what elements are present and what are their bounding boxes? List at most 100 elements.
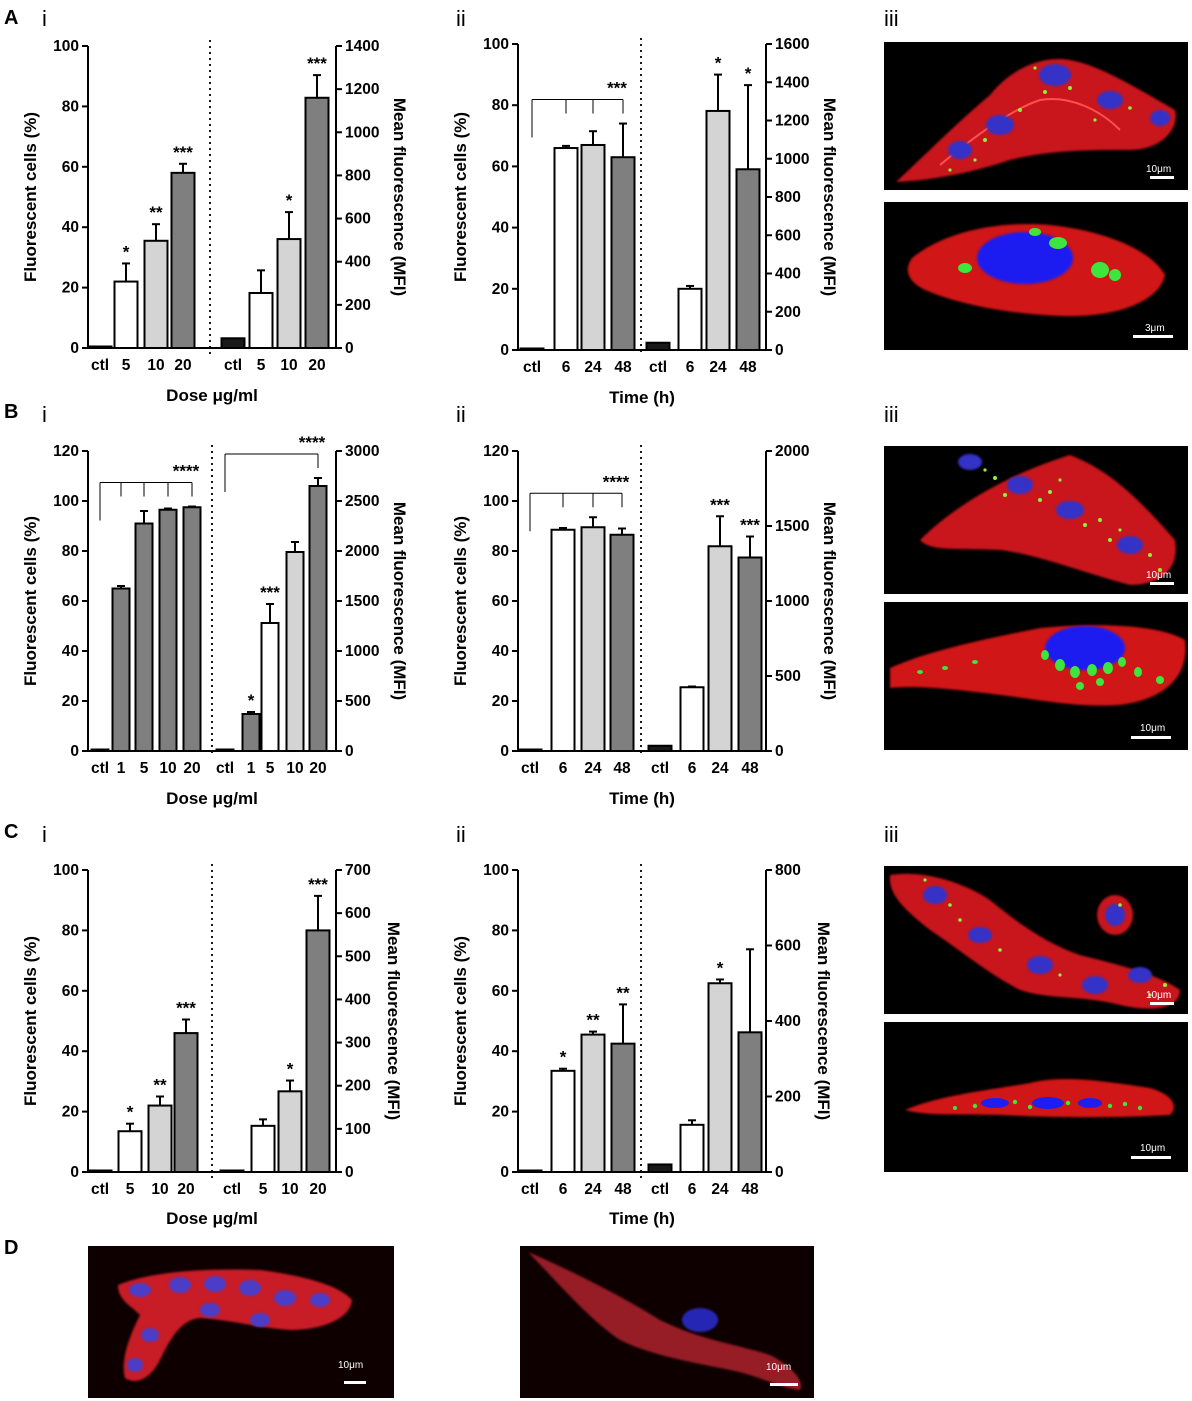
category-label: 10 <box>280 357 297 374</box>
left-y-axis-label: Fluorescent cells (%) <box>21 936 40 1106</box>
significance-label: ** <box>616 983 630 1002</box>
right-tick-label: 2000 <box>345 543 379 560</box>
left-y-axis-label: Fluorescent cells (%) <box>21 516 40 686</box>
bar <box>173 1032 199 1173</box>
subpanel-label-a-iii: iii <box>884 6 899 31</box>
category-label: 5 <box>140 760 149 777</box>
bar <box>550 1069 576 1173</box>
category-label: 10 <box>159 760 176 777</box>
scale-label: 10μm <box>1140 723 1165 734</box>
category-label: ctl <box>216 760 234 777</box>
category-label: 5 <box>126 1181 135 1198</box>
scale-label: 3μm <box>1145 323 1165 334</box>
bracket-significance-label: *** <box>607 79 627 98</box>
category-label: 6 <box>686 359 695 376</box>
right-y-axis-label: Mean fluorescence (MFI) <box>820 98 839 296</box>
bar <box>143 239 169 349</box>
micrograph-d-control-left: 10μm <box>88 1246 394 1398</box>
bar <box>677 287 703 351</box>
bar <box>170 171 196 349</box>
right-tick-label: 800 <box>345 167 371 184</box>
bar <box>158 508 178 752</box>
bar <box>248 291 274 349</box>
right-tick-label: 300 <box>345 1035 371 1052</box>
category-label: ctl <box>651 1181 669 1198</box>
right-tick-label: 200 <box>775 1089 801 1106</box>
bar <box>111 587 131 752</box>
left-tick-label: 60 <box>62 983 79 1000</box>
x-axis-label: Time (h) <box>609 1209 675 1228</box>
bar <box>285 551 305 752</box>
category-label: 6 <box>562 359 571 376</box>
category-label: ctl <box>651 760 669 777</box>
category-label: 48 <box>614 359 632 376</box>
significance-label: *** <box>173 143 193 162</box>
micrograph-a-render: 3μm <box>884 202 1188 350</box>
micrograph-b-confocal: 10μm <box>884 446 1188 594</box>
right-tick-label: 400 <box>775 1013 801 1030</box>
panel-label-b: B <box>4 401 18 423</box>
right-tick-label: 1600 <box>775 36 809 53</box>
right-tick-label: 1200 <box>775 113 809 130</box>
bar <box>260 622 280 752</box>
bar <box>90 748 110 752</box>
bar <box>737 1031 763 1173</box>
bar <box>550 528 576 752</box>
significance-label: *** <box>307 54 327 73</box>
right-tick-label: 1000 <box>345 124 379 141</box>
right-tick-label: 400 <box>345 254 371 271</box>
right-tick-label: 500 <box>345 948 371 965</box>
category-label: 24 <box>584 1181 602 1198</box>
category-label: 6 <box>559 1181 568 1198</box>
category-label: ctl <box>91 1181 109 1198</box>
significance-label: ** <box>586 1011 600 1030</box>
bar <box>517 748 543 752</box>
bracket-significance-label: **** <box>173 462 200 481</box>
subpanel-label-b-i: i <box>42 402 47 427</box>
scale-label: 10μm <box>1146 570 1171 581</box>
bar <box>609 533 635 752</box>
significance-label: * <box>560 1048 567 1067</box>
left-tick-label: 100 <box>53 38 79 55</box>
bracket-significance-label: **** <box>299 433 326 452</box>
bar <box>134 522 154 752</box>
significance-label: * <box>287 1060 294 1079</box>
panel-label-c: C <box>4 821 18 843</box>
left-tick-label: 20 <box>62 280 79 297</box>
subpanel-label-b-ii: ii <box>456 402 466 427</box>
subpanel-label-a-i: i <box>42 6 47 31</box>
significance-label: *** <box>710 495 730 514</box>
category-label: 20 <box>308 357 325 374</box>
left-tick-label: 0 <box>500 342 509 359</box>
category-label: 10 <box>286 760 303 777</box>
significance-label: * <box>123 242 130 261</box>
chart-b-ii: 0 20 40 60 80 100 120 0 500 1000 1500 2000 Fluoresce… <box>451 443 839 808</box>
left-tick-label: 100 <box>483 36 509 53</box>
chart-a-ii: 0204060801000200400600800100012001400160… <box>451 36 839 407</box>
bar <box>737 556 763 752</box>
significance-label: *** <box>176 998 196 1017</box>
bar <box>580 1033 606 1173</box>
bar <box>647 1163 673 1173</box>
right-tick-label: 400 <box>775 266 801 283</box>
x-axis-label: Time (h) <box>609 388 675 407</box>
category-label: 20 <box>183 760 200 777</box>
category-label: 48 <box>741 760 759 777</box>
category-label: 24 <box>711 760 729 777</box>
left-tick-label: 60 <box>492 983 509 1000</box>
chart-c-ii: 0 20 40 60 80 100 0 200 400 600 800 Fluorescent cel… <box>451 862 833 1228</box>
bar <box>707 545 733 752</box>
category-label: 1 <box>117 760 126 777</box>
right-tick-label: 1500 <box>775 518 809 535</box>
bar <box>113 280 139 349</box>
left-tick-label: 0 <box>500 1164 509 1181</box>
right-y-axis-label: Mean fluorescence (MFI) <box>820 502 839 700</box>
right-y-axis-label: Mean fluorescence (MFI) <box>390 502 409 700</box>
bar <box>220 337 246 349</box>
bar <box>87 345 113 349</box>
bar <box>250 1124 276 1174</box>
chart-c-i: 0 20 40 60 80 100 0 100 200 300 400 500 600 700 Fluore… <box>21 862 403 1228</box>
category-label: ctl <box>91 357 109 374</box>
category-label: 1 <box>247 760 256 777</box>
panel-label-a: A <box>4 7 18 29</box>
